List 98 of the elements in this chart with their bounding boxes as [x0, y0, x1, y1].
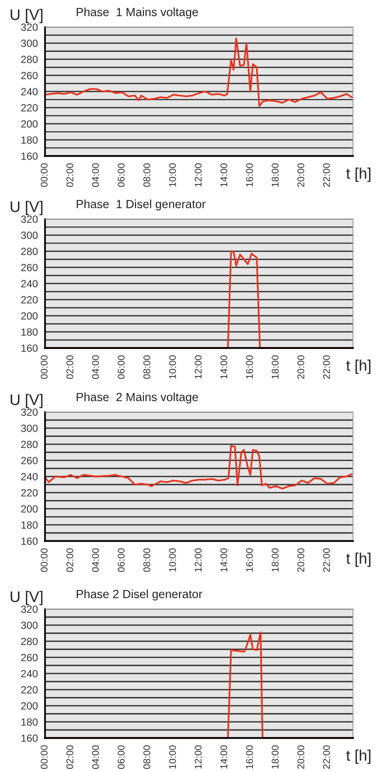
x-tick-label: 20:00 [297, 745, 304, 769]
y-tick-label: 260 [21, 456, 38, 464]
x-tick-label: 22:00 [323, 548, 330, 572]
chart-title: Phase 1 Disel generator [76, 200, 206, 211]
x-tick-label: 22:00 [323, 163, 330, 187]
x-tick-label: 04:00 [92, 548, 99, 572]
x-tick-label: 16:00 [246, 745, 253, 769]
x-tick-label: 10:00 [169, 745, 176, 769]
y-tick-label: 160 [21, 734, 38, 742]
x-tick-label: 22:00 [323, 355, 330, 379]
x-tick-label: 18:00 [272, 355, 279, 379]
chart-title: Phase 1 Mains voltage [76, 8, 198, 19]
x-tick-label: 20:00 [297, 163, 304, 187]
y-tick-label: 300 [21, 40, 38, 47]
y-tick-label: 320 [21, 24, 38, 31]
y-tick-label: 200 [21, 120, 38, 128]
x-tick-label: 10:00 [169, 548, 176, 572]
x-tick-label: 18:00 [272, 745, 279, 769]
y-tick-label: 280 [21, 440, 38, 448]
y-tick-label: 220 [21, 686, 38, 694]
y-tick-label: 180 [21, 521, 38, 529]
x-tick-label: 02:00 [66, 355, 74, 379]
x-tick-label: 16:00 [246, 548, 253, 572]
x-tick-label: 14:00 [220, 163, 228, 187]
y-axis-title: U [V] [10, 8, 42, 24]
x-tick-label: 12:00 [194, 355, 202, 379]
x-tick-label: 00:00 [40, 745, 48, 769]
y-tick-label: 240 [21, 473, 38, 480]
y-tick-label: 280 [21, 56, 38, 64]
y-tick-label: 240 [21, 280, 38, 288]
x-axis-title: t [h] [346, 552, 370, 567]
x-axis-title: t [h] [346, 750, 370, 764]
x-tick-label: 06:00 [118, 163, 125, 187]
x-tick-label: 10:00 [169, 355, 176, 379]
x-tick-label: 10:00 [169, 163, 176, 187]
x-tick-label: 00:00 [40, 548, 48, 572]
y-tick-label: 180 [21, 718, 38, 726]
y-tick-label: 220 [21, 489, 38, 496]
x-tick-label: 22:00 [323, 745, 330, 769]
y-tick-label: 260 [21, 72, 38, 80]
y-tick-label: 300 [21, 424, 38, 432]
line-series [44, 445, 353, 490]
y-tick-label: 260 [21, 264, 38, 272]
x-tick-label: 20:00 [297, 355, 304, 379]
x-tick-label: 06:00 [118, 745, 125, 769]
x-tick-label: 12:00 [194, 745, 202, 769]
y-tick-label: 260 [21, 654, 38, 662]
y-tick-label: 160 [21, 344, 38, 352]
y-tick-label: 180 [21, 328, 38, 336]
y-axis-title: U [V] [10, 200, 42, 216]
x-tick-label: 00:00 [40, 355, 48, 379]
x-tick-label: 02:00 [66, 548, 74, 572]
y-tick-label: 200 [21, 505, 38, 513]
y-axis-title: U [V] [10, 590, 42, 606]
x-tick-label: 20:00 [297, 548, 304, 572]
x-tick-label: 04:00 [92, 163, 99, 187]
x-tick-label: 14:00 [220, 745, 228, 769]
y-tick-label: 300 [21, 232, 38, 239]
x-tick-label: 00:00 [40, 163, 48, 187]
x-axis-title: t [h] [346, 360, 370, 374]
line-series [44, 37, 353, 107]
y-tick-label: 320 [21, 408, 38, 416]
y-tick-label: 160 [21, 152, 38, 160]
x-tick-label: 12:00 [194, 548, 202, 572]
chart-title: Phase 2 Mains voltage [76, 392, 198, 404]
y-tick-label: 180 [21, 136, 38, 144]
x-tick-label: 02:00 [66, 163, 74, 187]
x-tick-label: 08:00 [143, 548, 150, 572]
y-tick-label: 300 [21, 622, 38, 629]
x-tick-label: 16:00 [246, 163, 253, 187]
y-axis-title: U [V] [10, 394, 42, 408]
y-tick-label: 280 [21, 638, 38, 646]
y-tick-label: 320 [21, 216, 38, 223]
x-tick-label: 02:00 [66, 745, 74, 769]
chart-title: Phase 2 Disel generator [76, 590, 202, 601]
y-tick-label: 200 [21, 312, 38, 320]
x-tick-label: 08:00 [143, 163, 150, 187]
x-tick-label: 04:00 [92, 355, 99, 379]
x-tick-label: 06:00 [118, 548, 125, 572]
y-tick-label: 240 [21, 88, 38, 96]
y-tick-label: 240 [21, 670, 38, 678]
x-tick-label: 04:00 [92, 745, 99, 769]
x-tick-label: 12:00 [194, 163, 202, 187]
y-tick-label: 320 [21, 606, 38, 613]
x-tick-label: 14:00 [220, 548, 228, 572]
x-tick-label: 16:00 [246, 355, 253, 379]
x-tick-label: 08:00 [143, 355, 150, 379]
y-tick-label: 200 [21, 702, 38, 710]
x-axis-title: t [h] [346, 168, 370, 182]
x-tick-label: 18:00 [272, 548, 279, 572]
x-tick-label: 08:00 [143, 745, 150, 769]
x-tick-label: 18:00 [272, 163, 279, 187]
y-tick-label: 280 [21, 248, 38, 256]
x-tick-label: 14:00 [220, 355, 228, 379]
y-tick-label: 160 [21, 538, 38, 545]
y-tick-label: 220 [21, 296, 38, 304]
y-tick-label: 220 [21, 104, 38, 112]
x-tick-label: 06:00 [118, 355, 125, 379]
